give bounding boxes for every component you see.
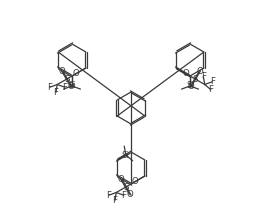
Text: F: F bbox=[121, 191, 126, 200]
Text: F: F bbox=[210, 77, 215, 86]
Text: Si: Si bbox=[68, 82, 76, 90]
Text: O: O bbox=[127, 190, 134, 199]
Text: O: O bbox=[118, 175, 125, 184]
Text: O: O bbox=[68, 82, 75, 91]
Text: O: O bbox=[73, 69, 80, 78]
Text: Si: Si bbox=[186, 82, 194, 90]
Text: F: F bbox=[201, 72, 206, 81]
Text: O: O bbox=[182, 69, 189, 78]
Text: F: F bbox=[62, 83, 67, 92]
Text: O: O bbox=[196, 67, 203, 76]
Text: F: F bbox=[47, 83, 52, 92]
Text: F: F bbox=[112, 196, 117, 205]
Text: F: F bbox=[106, 191, 111, 200]
Text: F: F bbox=[53, 88, 58, 97]
Text: S: S bbox=[123, 182, 129, 191]
Text: O: O bbox=[132, 177, 139, 186]
Text: S: S bbox=[64, 74, 69, 84]
Text: O: O bbox=[59, 67, 66, 76]
Text: F: F bbox=[208, 85, 213, 94]
Text: O: O bbox=[187, 82, 194, 91]
Text: S: S bbox=[193, 74, 198, 84]
Text: Si: Si bbox=[122, 151, 130, 159]
